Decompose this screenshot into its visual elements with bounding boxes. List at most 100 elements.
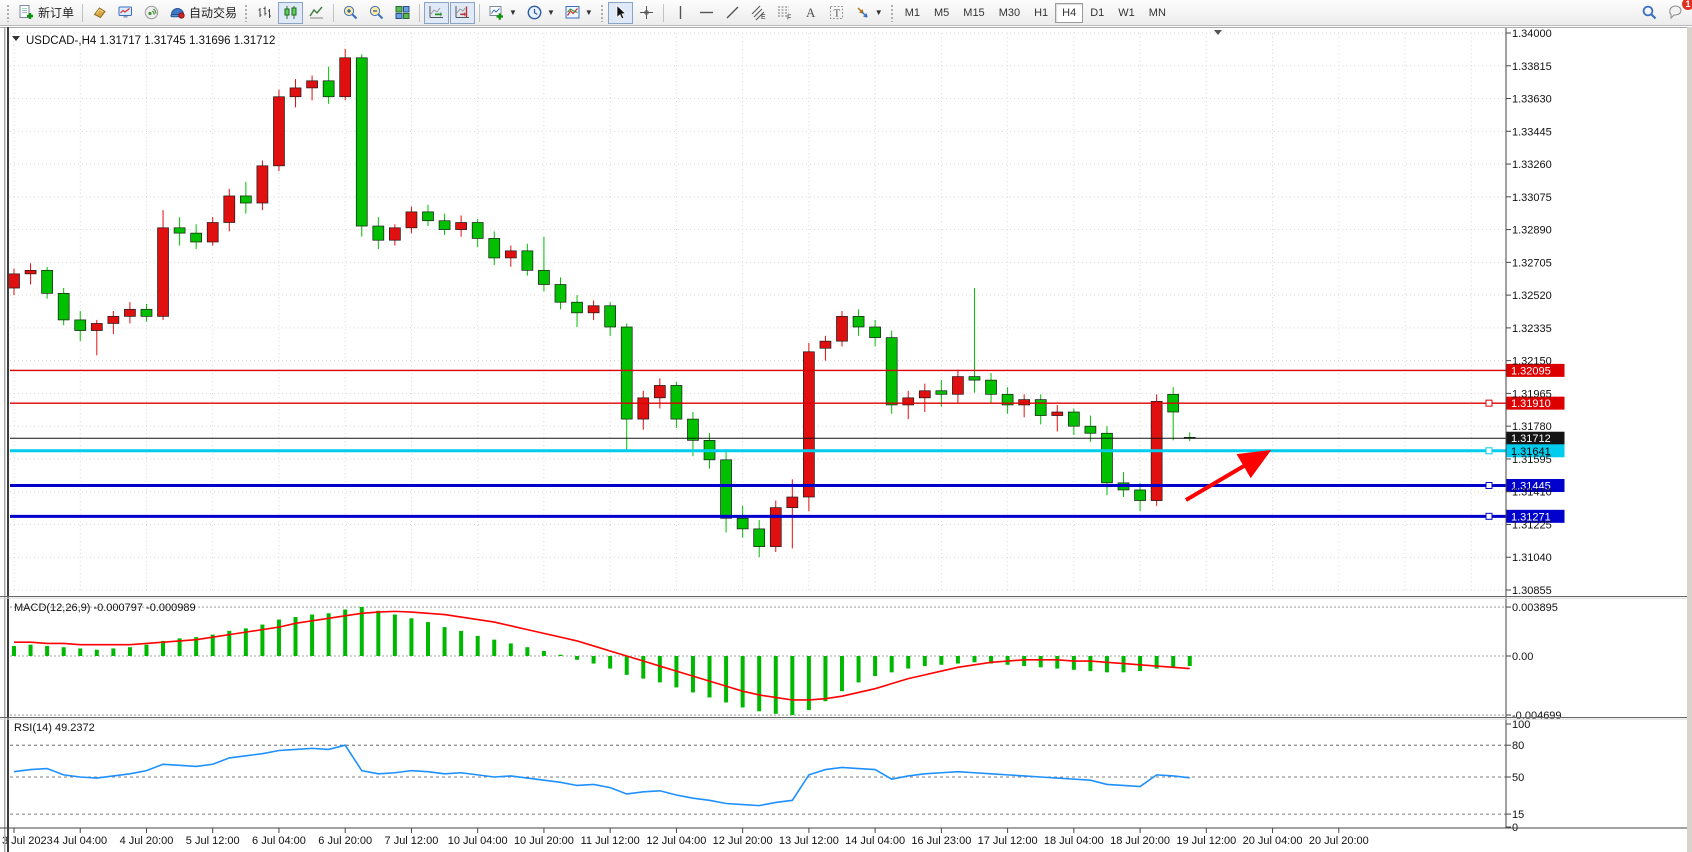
bucket-icon	[93, 7, 106, 19]
auto-scroll-icon	[429, 6, 444, 18]
candle	[819, 340, 832, 349]
hline-1.31910[interactable]: 1.31910	[10, 396, 1565, 411]
fibonacci-button[interactable]: F	[772, 2, 797, 24]
toolbar-drag-handle[interactable]	[889, 3, 895, 22]
price-axis: 1.34000 1.33815 1.33630 1.33445 1.33260 1.330…	[1505, 27, 1552, 828]
horizontal-line-button[interactable]	[694, 2, 719, 24]
time-tick: 12 Jul 20:00	[713, 835, 773, 847]
new-order-label: 新订单	[38, 6, 75, 20]
main-toolbar: 新订单	[0, 0, 1692, 26]
zoom-out-button[interactable]	[364, 2, 389, 24]
price-tick: 1.31780	[1512, 421, 1552, 433]
templates-button[interactable]: ▼	[560, 2, 597, 24]
vertical-line-button[interactable]	[668, 2, 693, 24]
svg-text:T: T	[833, 8, 840, 20]
candle	[74, 319, 87, 331]
candle	[372, 225, 385, 241]
signals-button[interactable]	[139, 2, 164, 24]
market-watch-icon	[118, 6, 133, 18]
cursor-button[interactable]	[607, 1, 633, 24]
toolbar-drag-handle[interactable]	[6, 3, 11, 22]
chat-button[interactable]	[1663, 2, 1688, 24]
auto-scroll-button[interactable]	[424, 1, 450, 24]
candlestick-type-button[interactable]	[278, 1, 304, 24]
toolbar-drag-handle[interactable]	[244, 3, 250, 22]
zoom-out-icon	[369, 5, 384, 20]
candle	[24, 269, 37, 275]
timeframe-button-W1[interactable]: W1	[1111, 3, 1142, 23]
trendline-button[interactable]	[720, 2, 745, 24]
timeframe-button-M30[interactable]: M30	[992, 3, 1027, 23]
arrows-button[interactable]: ▼	[850, 2, 887, 24]
candle	[339, 57, 352, 98]
candle	[157, 227, 169, 317]
time-tick: 7 Jul 12:00	[385, 835, 439, 847]
symbol-dropdown-icon[interactable]	[12, 36, 20, 41]
timeframe-button-H4[interactable]: H4	[1055, 2, 1084, 23]
hline-1.32095[interactable]: 1.32095	[10, 363, 1565, 378]
notification-badge[interactable]: 1	[1682, 0, 1692, 10]
text-label-button[interactable]: T	[824, 2, 849, 24]
text-button[interactable]: A	[798, 2, 823, 24]
hline-1.31712[interactable]: 1.31712	[10, 431, 1565, 446]
market-watch-button[interactable]	[113, 2, 138, 24]
equidistant-channel-button[interactable]: E	[746, 2, 771, 24]
candle	[521, 250, 534, 271]
candle	[41, 269, 53, 294]
zoom-in-button[interactable]	[338, 2, 363, 24]
hline-1.31445[interactable]: 1.31445	[10, 479, 1565, 493]
annotations[interactable]	[1184, 30, 1272, 502]
signal-icon	[144, 5, 159, 20]
line-handle[interactable]	[1485, 447, 1493, 455]
price-tag: 1.31712	[1511, 433, 1551, 445]
periods-button[interactable]: ▼	[522, 2, 559, 24]
auto-trading-button[interactable]: 自动交易	[165, 2, 241, 24]
metaeditor-button[interactable]	[87, 2, 112, 24]
timeframe-button-M1[interactable]: M1	[898, 3, 927, 23]
candle	[918, 390, 931, 399]
bar-chart-type-button[interactable]	[252, 2, 277, 24]
candles-series	[8, 48, 1196, 558]
candle	[968, 376, 981, 381]
time-tick: 20 Jul 20:00	[1309, 835, 1369, 847]
indicators-button[interactable]: ▼	[484, 2, 521, 24]
line-handle[interactable]	[1485, 482, 1493, 490]
candle	[107, 316, 120, 324]
rsi-line	[13, 744, 1190, 807]
line-handle[interactable]	[1485, 512, 1493, 520]
price-tag: 1.31271	[1511, 511, 1551, 523]
cursor-icon	[616, 4, 627, 20]
new-order-button[interactable]: 新订单	[14, 2, 78, 24]
search-button[interactable]	[1637, 2, 1662, 24]
candle	[306, 80, 318, 89]
price-tick: 1.33445	[1512, 126, 1552, 138]
hline-1.31271[interactable]: 1.31271	[10, 509, 1565, 524]
time-tick: 6 Jul 20:00	[318, 835, 372, 847]
hline-1.31641[interactable]: 1.31641	[10, 444, 1565, 458]
line-handle[interactable]	[1485, 399, 1493, 407]
search-icon	[1642, 5, 1657, 20]
timeframe-button-M15[interactable]: M15	[956, 3, 991, 23]
price-tick: 1.30855	[1512, 585, 1552, 597]
candle	[124, 308, 136, 317]
chart-shift-button[interactable]	[450, 1, 476, 24]
price-tick: 1.31040	[1512, 552, 1552, 564]
timeframe-button-M5[interactable]: M5	[927, 3, 956, 23]
timeframe-button-D1[interactable]: D1	[1083, 3, 1111, 23]
crosshair-button[interactable]	[634, 2, 659, 24]
tile-windows-button[interactable]	[390, 2, 415, 24]
candle	[786, 496, 799, 508]
line-chart-type-button[interactable]	[304, 2, 329, 24]
time-tick: 12 Jul 04:00	[646, 835, 706, 847]
bar-chart-icon	[258, 6, 272, 18]
arrow-annotation[interactable]	[1184, 449, 1272, 502]
candle	[554, 284, 567, 303]
chart-shift-marker[interactable]	[1214, 30, 1222, 35]
candle	[1018, 399, 1031, 406]
time-tick: 13 Jul 12:00	[779, 835, 839, 847]
toolbar-drag-handle[interactable]	[599, 3, 605, 22]
timeframe-button-H1[interactable]: H1	[1027, 3, 1055, 23]
timeframe-button-MN[interactable]: MN	[1142, 3, 1173, 23]
